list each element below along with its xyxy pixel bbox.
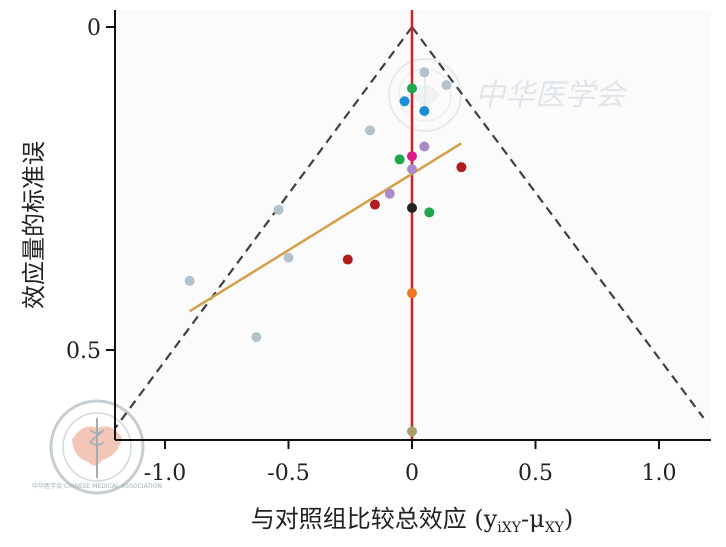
x-axis-title: 与对照组比较总效应 (yiXY-μXY) (251, 505, 574, 536)
x-ticks: -1.0 -0.5 0 0.5 1.0 (144, 440, 677, 486)
funnel-left-line (114, 26, 413, 429)
data-point-20 (407, 288, 417, 299)
data-point-15 (424, 207, 435, 218)
x-tick-label: 1.0 (642, 461, 677, 486)
data-point-16 (273, 204, 284, 215)
data-point-9 (394, 154, 405, 165)
y-ticks: 00.5 (66, 16, 115, 364)
data-point-2 (441, 80, 452, 91)
data-point-14 (407, 202, 417, 213)
x-tick-label: 0.5 (518, 461, 553, 486)
data-point-6 (365, 125, 376, 136)
y-tick-label: 0 (87, 16, 101, 41)
data-point-4 (399, 96, 410, 107)
data-point-7 (419, 141, 430, 152)
data-point-13 (369, 199, 380, 210)
funnel-right-line (411, 26, 705, 419)
watermark-logo-caption: 中华医学会 CHINESE MEDICAL ASSOCIATION (32, 482, 162, 490)
data-point-19 (184, 275, 195, 286)
x-tick-label: 0 (405, 461, 419, 486)
data-points (184, 67, 467, 437)
y-tick-label: 0.5 (66, 339, 101, 364)
data-point-17 (283, 252, 294, 263)
data-point-22 (407, 426, 417, 437)
data-point-18 (342, 254, 353, 265)
data-point-11 (456, 162, 467, 173)
watermark-text: 中华医学会 (475, 78, 628, 113)
data-point-1 (419, 67, 430, 78)
x-tick-label: -0.5 (267, 461, 309, 486)
data-point-21 (251, 332, 262, 343)
x-tick-label: -1.0 (144, 461, 186, 486)
data-point-12 (384, 188, 395, 199)
y-axis-title: 效应量的标准误 (20, 141, 48, 309)
watermark-bottom-logo-icon: 中华医学会 CHINESE MEDICAL ASSOCIATION (32, 399, 162, 495)
data-point-8 (407, 151, 417, 162)
data-point-3 (407, 83, 417, 94)
data-point-10 (407, 164, 417, 175)
data-point-5 (419, 105, 430, 116)
funnel-lines (114, 26, 705, 429)
